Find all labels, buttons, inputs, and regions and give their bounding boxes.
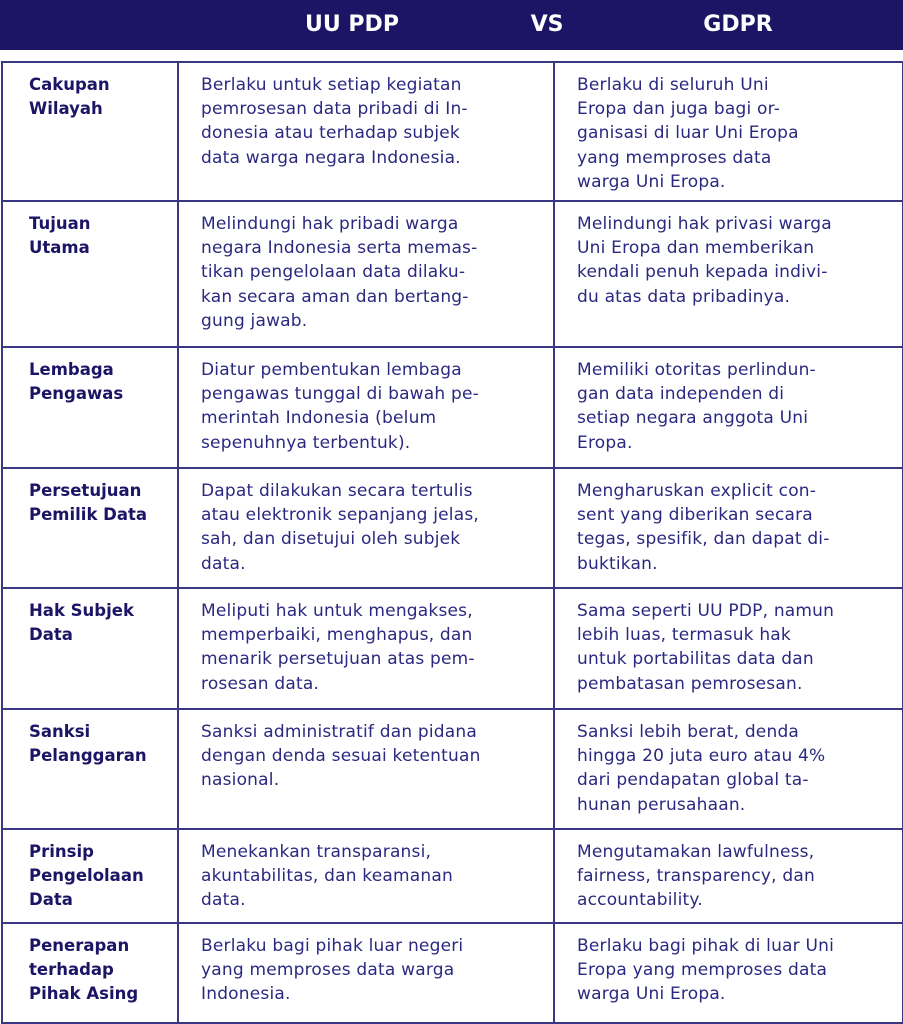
row-label: Cakupan Wilayah	[1, 61, 179, 202]
table-row: Lembaga Pengawas Diatur pembentukan lemba…	[1, 346, 903, 469]
uu-pdp-cell: Dapat dilakukan secara tertulis atau ele…	[177, 467, 555, 589]
gdpr-cell: Mengharuskan explicit con- sent yang dib…	[553, 467, 903, 589]
table-row: Persetujuan Pemilik Data Dapat dilakukan …	[1, 467, 903, 589]
comparison-table: Cakupan Wilayah Berlaku untuk setiap kegi…	[1, 61, 903, 1024]
table-row: Penerapan terhadap Pihak Asing Berlaku ba…	[1, 922, 903, 1024]
uu-pdp-cell: Diatur pembentukan lembaga pengawas tung…	[177, 346, 555, 469]
gdpr-cell: Memiliki otoritas perlindun- gan data in…	[553, 346, 903, 469]
row-label: Tujuan Utama	[1, 200, 179, 348]
gdpr-cell: Melindungi hak privasi warga Uni Eropa d…	[553, 200, 903, 348]
header-vs: VS	[530, 12, 564, 37]
header-uu-pdp: UU PDP	[305, 12, 399, 37]
table-row: Prinsip Pengelolaan Data Menekankan trans…	[1, 828, 903, 924]
row-label: Penerapan terhadap Pihak Asing	[1, 922, 179, 1024]
gdpr-cell: Berlaku di seluruh Uni Eropa dan juga ba…	[553, 61, 903, 202]
row-label: Hak Subjek Data	[1, 587, 179, 710]
row-label: Sanksi Pelanggaran	[1, 708, 179, 830]
uu-pdp-cell: Berlaku bagi pihak luar negeri yang memp…	[177, 922, 555, 1024]
table-row: Sanksi Pelanggaran Sanksi administratif d…	[1, 708, 903, 830]
comparison-header: UU PDP VS GDPR	[0, 0, 903, 50]
uu-pdp-cell: Meliputi hak untuk mengakses, memperbaik…	[177, 587, 555, 710]
gdpr-cell: Mengutamakan lawfulness, fairness, trans…	[553, 828, 903, 924]
gdpr-cell: Sama seperti UU PDP, namun lebih luas, t…	[553, 587, 903, 710]
row-label: Persetujuan Pemilik Data	[1, 467, 179, 589]
table-row: Cakupan Wilayah Berlaku untuk setiap kegi…	[1, 61, 903, 202]
uu-pdp-cell: Melindungi hak pribadi warga negara Indo…	[177, 200, 555, 348]
gdpr-cell: Berlaku bagi pihak di luar Uni Eropa yan…	[553, 922, 903, 1024]
gdpr-cell: Sanksi lebih berat, denda hingga 20 juta…	[553, 708, 903, 830]
table-row: Tujuan Utama Melindungi hak pribadi warga…	[1, 200, 903, 348]
uu-pdp-cell: Menekankan transparansi, akuntabilitas, …	[177, 828, 555, 924]
table-row: Hak Subjek Data Meliputi hak untuk mengak…	[1, 587, 903, 710]
uu-pdp-cell: Berlaku untuk setiap kegiatan pemrosesan…	[177, 61, 555, 202]
row-label: Prinsip Pengelolaan Data	[1, 828, 179, 924]
header-gdpr: GDPR	[703, 12, 773, 37]
row-label: Lembaga Pengawas	[1, 346, 179, 469]
uu-pdp-cell: Sanksi administratif dan pidana dengan d…	[177, 708, 555, 830]
